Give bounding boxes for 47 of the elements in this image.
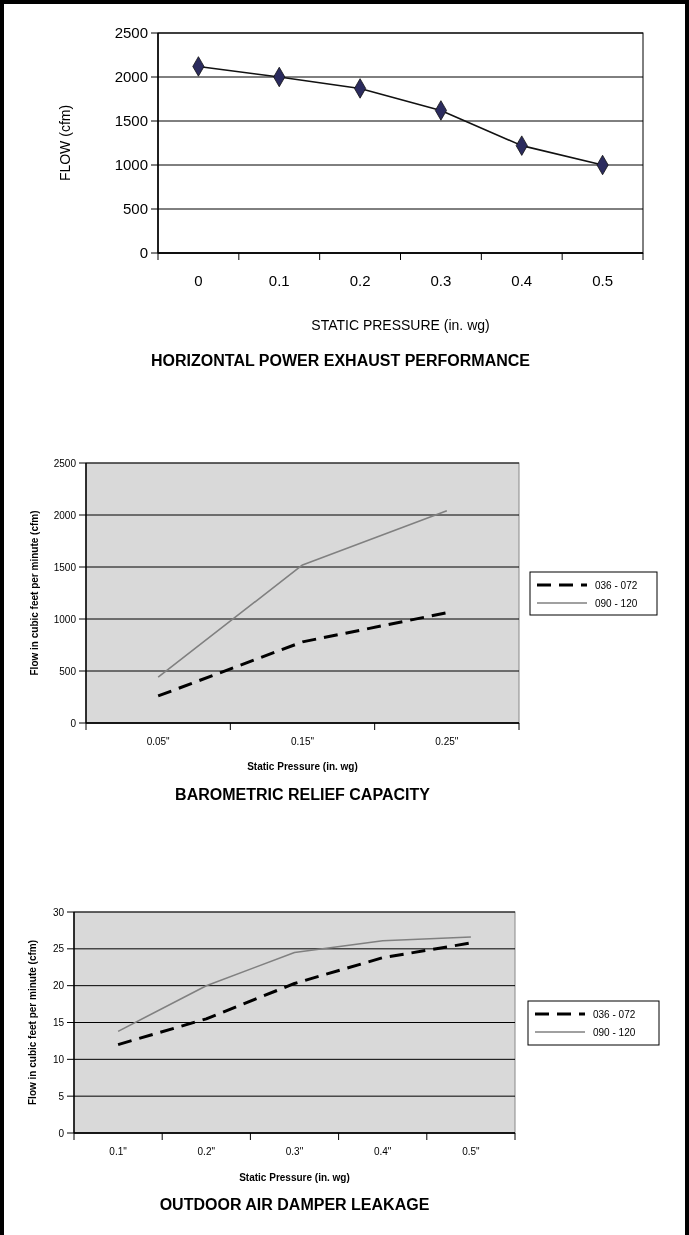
- y-tick-label: 1500: [53, 561, 77, 573]
- x-tick-label: 0.3": [285, 1146, 304, 1157]
- y-tick-label: 2500: [53, 457, 77, 469]
- y-tick-label: 500: [59, 665, 77, 677]
- x-tick-label: 0.2": [197, 1146, 216, 1157]
- y-axis-title: Flow in cubic feet per minute (cfm): [29, 510, 40, 676]
- y-tick-label: 30: [52, 906, 65, 918]
- x-tick-label: 0: [194, 272, 203, 289]
- text: HORIZONTAL POWER EXHAUST PERFORMANCE: [151, 352, 531, 369]
- legend-label: 036 - 072: [593, 1008, 636, 1020]
- x-tick-label: 0.25": [435, 736, 459, 747]
- text: BAROMETRIC RELIEF CAPACITY: [175, 786, 431, 803]
- x-tick-label: 0.3: [430, 272, 452, 289]
- x-tick-label: 0.1": [109, 1146, 128, 1157]
- y-tick-label: 0: [58, 1127, 65, 1139]
- x-axis-title: STATIC PRESSURE (in. wg): [311, 317, 490, 333]
- legend-label: 036 - 072: [595, 579, 638, 591]
- x-tick-label: 0.1: [268, 272, 290, 289]
- y-tick-label: 15: [52, 1017, 65, 1028]
- y-tick-label: 5: [58, 1090, 65, 1102]
- y-tick-label: 500: [122, 200, 148, 218]
- legend-label: 090 - 120: [593, 1026, 636, 1038]
- x-tick-label: 0.4: [511, 272, 533, 289]
- y-tick-label: 25: [52, 943, 65, 955]
- y-axis-title: FLOW (cfm): [57, 104, 73, 182]
- x-tick-label: 0.4": [373, 1146, 392, 1157]
- text: OUTDOOR AIR DAMPER LEAKAGE: [159, 1196, 430, 1213]
- y-tick-label: 1000: [114, 156, 148, 174]
- x-tick-label: 0.5: [592, 272, 614, 289]
- x-tick-label: 0.5": [462, 1146, 481, 1157]
- x-axis-title: Static Pressure (in. wg): [247, 761, 358, 772]
- y-tick-label: 2000: [53, 509, 77, 521]
- x-axis-title: Static Pressure (in. wg): [239, 1172, 350, 1183]
- y-tick-label: 0: [139, 244, 148, 262]
- x-tick-label: 0.05": [146, 736, 171, 747]
- y-tick-label: 2000: [114, 68, 148, 86]
- y-tick-label: 0: [70, 717, 77, 729]
- y-tick-label: 20: [52, 980, 65, 992]
- line-series: [117, 936, 472, 1033]
- y-tick-label: 1000: [53, 613, 77, 625]
- x-tick-label: 0.2: [349, 272, 371, 289]
- y-tick-label: 1500: [114, 112, 148, 130]
- x-tick-label: 0.15": [290, 736, 315, 747]
- y-tick-label: 2500: [114, 24, 148, 42]
- legend-label: 090 - 120: [595, 597, 638, 609]
- y-axis-title: Flow in cubic feet per minute (cfm): [27, 939, 38, 1106]
- y-tick-label: 10: [52, 1053, 65, 1065]
